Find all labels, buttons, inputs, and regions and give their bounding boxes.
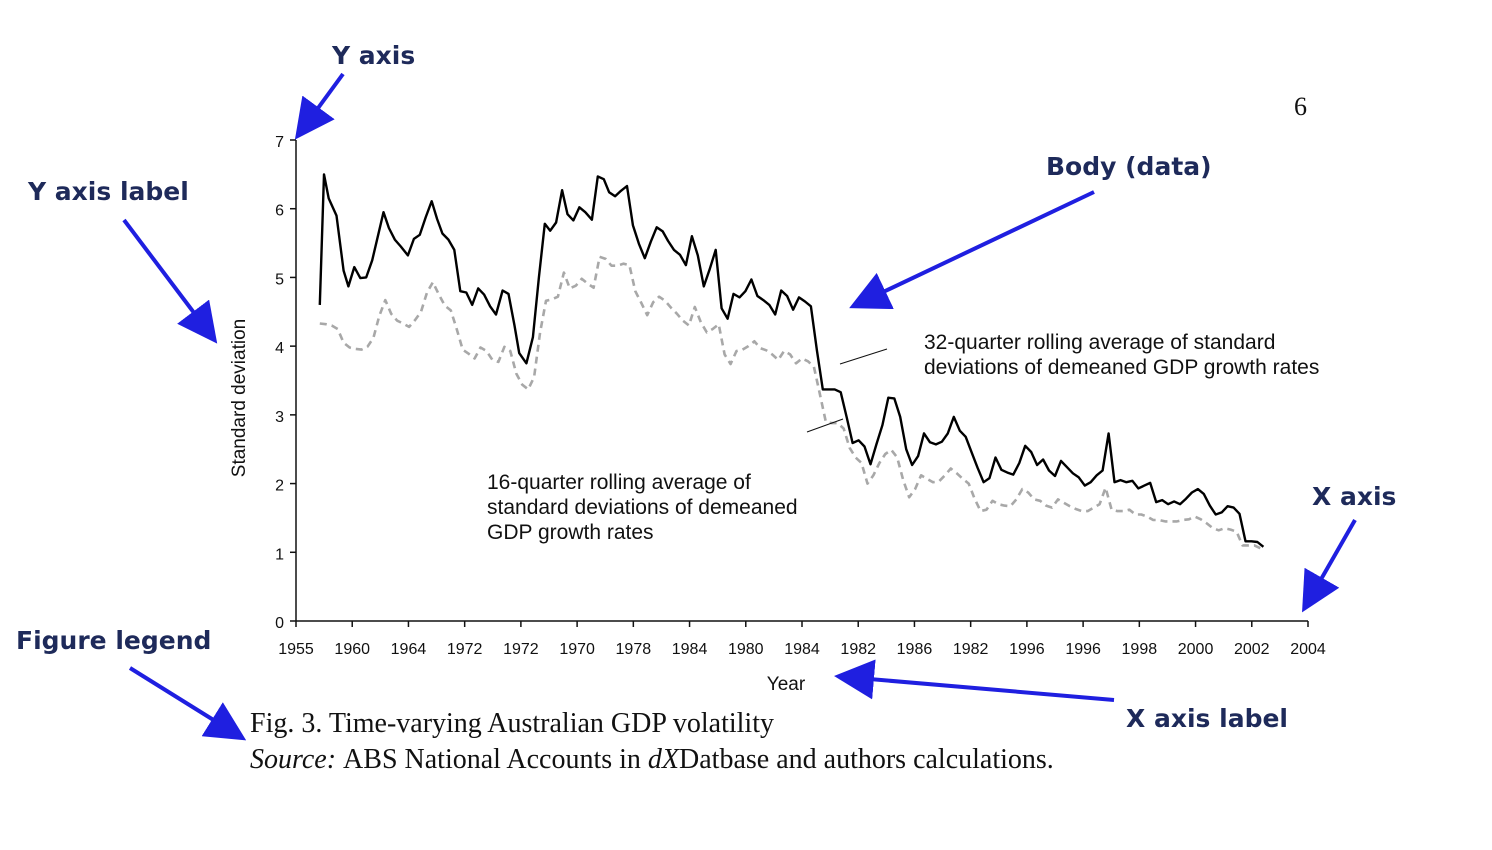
callout-body: Body (data): [1046, 152, 1212, 181]
x-tick-label: 1984: [784, 641, 820, 658]
y-tick-label: 1: [275, 546, 284, 563]
arrow-body: [849, 190, 1095, 310]
series-16-quarter-line: [319, 255, 1261, 550]
x-tick-label: 1984: [672, 641, 708, 658]
x-tick-label: 1998: [1122, 641, 1158, 658]
annotation-32-leader: [839, 348, 888, 365]
callout-x-axis-label: X axis label: [1126, 704, 1288, 733]
x-tick-label: 1964: [391, 641, 427, 658]
source-label: Source:: [250, 744, 343, 775]
callout-figure-legend: Figure legend: [16, 626, 211, 655]
y-tick-label: 7: [275, 134, 284, 151]
page-number: 6: [1294, 92, 1307, 121]
x-tick-label: 1970: [559, 641, 595, 658]
x-tick-label: 1980: [728, 641, 764, 658]
y-tick-label: 3: [275, 409, 284, 426]
source-pre: ABS National Accounts in: [343, 744, 648, 775]
x-tick-label: 1972: [447, 641, 483, 658]
y-tick-label: 0: [275, 615, 284, 632]
line-chart: 0 1 2 3 4 5 6 7 1955 1960 1964 1972 1972 1970 1978 198…: [229, 134, 1326, 695]
y-tick-label: 5: [275, 271, 284, 288]
annotation-16-leader: [806, 418, 844, 433]
x-tick-label: 2004: [1290, 641, 1326, 658]
series-32-quarter-line: [318, 173, 1265, 548]
annotation-16-line-1: 16-quarter rolling average of: [487, 471, 751, 494]
arrow-y-axis: [294, 72, 345, 140]
x-tick-label: 1986: [897, 641, 933, 658]
callout-x-axis: X axis: [1312, 482, 1396, 511]
y-axis-ticks: 0 1 2 3 4 5 6 7: [275, 134, 296, 632]
figure-source: Source: ABS National Accounts in dXDatba…: [250, 744, 1054, 775]
annotation-32-line-1: 32-quarter rolling average of standard: [924, 331, 1275, 354]
y-tick-label: 2: [275, 478, 284, 495]
x-tick-label: 1978: [616, 641, 652, 658]
x-axis-title: Year: [767, 674, 806, 695]
x-tick-label: 1996: [1065, 641, 1101, 658]
x-tick-label: 1972: [503, 641, 539, 658]
x-tick-label: 2002: [1234, 641, 1270, 658]
arrow-x-axis-label: [834, 659, 1115, 702]
callout-y-axis: Y axis: [331, 41, 415, 70]
x-tick-label: 1996: [1009, 641, 1045, 658]
x-tick-label: 1982: [840, 641, 876, 658]
source-dx: dX: [648, 744, 680, 775]
x-tick-label: 1960: [334, 641, 370, 658]
annotation-16-line-3: GDP growth rates: [487, 521, 654, 544]
x-tick-label: 2000: [1178, 641, 1214, 658]
x-tick-label: 1982: [953, 641, 989, 658]
arrow-x-axis: [1302, 519, 1357, 613]
annotation-16-quarter: 16-quarter rolling average of standard d…: [487, 471, 803, 544]
y-axis-title: Standard deviation: [229, 319, 250, 477]
annotation-32-line-2: deviations of demeaned GDP growth rates: [924, 356, 1319, 379]
y-tick-label: 6: [275, 203, 284, 220]
y-tick-label: 4: [275, 340, 284, 357]
x-tick-label: 1955: [278, 641, 314, 658]
arrow-figure-legend: [128, 666, 247, 741]
annotation-16-line-2: standard deviations of demeaned: [487, 496, 798, 519]
callout-y-axis-label: Y axis label: [27, 177, 189, 206]
x-axis-ticks: 1955 1960 1964 1972 1972 1970 1978 1984 1980 1984…: [278, 621, 1326, 658]
source-post: Datbase and authors calculations.: [679, 744, 1054, 775]
annotation-32-quarter: 32-quarter rolling average of standard d…: [924, 331, 1319, 379]
figure-caption: Fig. 3. Time-varying Australian GDP vola…: [250, 708, 774, 739]
arrow-y-axis-label: [122, 218, 218, 344]
